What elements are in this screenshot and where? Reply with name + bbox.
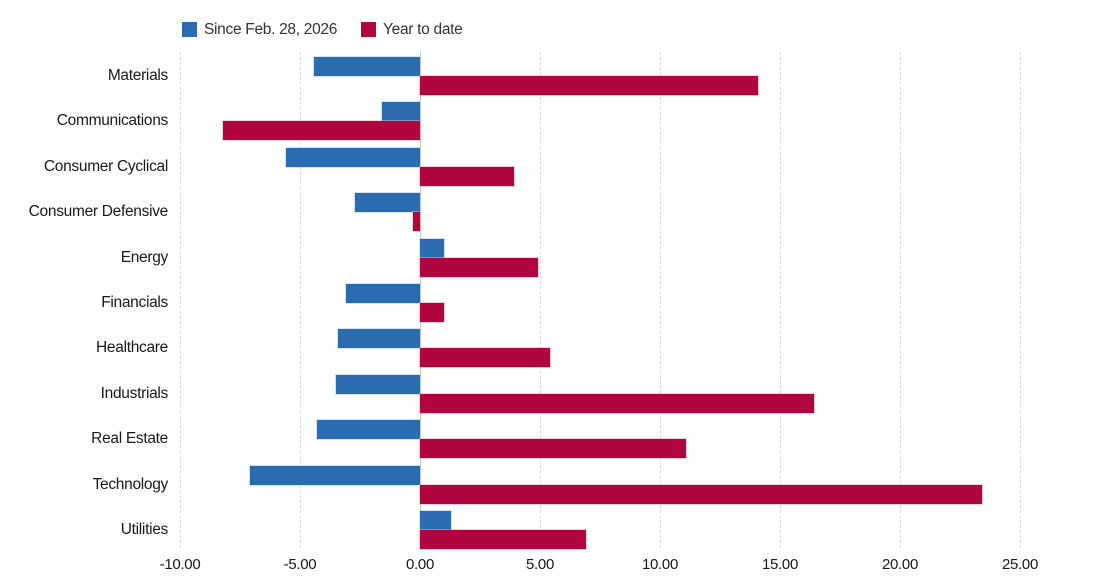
chart-legend: Since Feb. 28, 2026 Year to date [182, 21, 463, 38]
bar-since [420, 238, 444, 258]
legend-item-ytd: Year to date [361, 21, 463, 38]
x-gridline [180, 52, 181, 548]
bar-since [314, 57, 420, 76]
bar-ytd [420, 257, 538, 277]
x-tick-label: 15.00 [761, 556, 799, 573]
bar-since [381, 102, 420, 122]
category-label: Utilities [120, 521, 169, 538]
legend-label-since: Since Feb. 28, 2026 [204, 21, 338, 38]
category-label: Energy [120, 248, 169, 266]
category-label: Consumer Cyclical [43, 157, 168, 175]
bar-since [355, 193, 420, 213]
category-label: Financials [101, 294, 168, 311]
x-gridline [300, 52, 301, 548]
x-tick-label: 20.00 [881, 556, 919, 573]
bar-ytd [420, 303, 444, 322]
bar-ytd [420, 76, 759, 95]
bar-ytd [420, 484, 982, 504]
bar-since [285, 147, 420, 167]
category-label: Materials [107, 67, 168, 84]
x-tick-label: -5.00 [283, 556, 317, 573]
bar-since [336, 374, 420, 394]
bar-since [316, 420, 420, 440]
bar-since [338, 329, 420, 349]
bar-since [420, 511, 452, 530]
x-gridline [540, 52, 541, 548]
x-gridline [780, 52, 781, 548]
category-label: Industrials [100, 384, 169, 402]
bar-ytd [420, 166, 514, 186]
bar-ytd [412, 212, 420, 232]
x-tick-label: 0.00 [406, 556, 434, 573]
legend-swatch-red-icon [361, 22, 377, 37]
x-tick-label: 5.00 [526, 556, 554, 573]
bar-ytd [420, 348, 550, 368]
bar-ytd [420, 393, 814, 413]
category-label: Healthcare [96, 339, 168, 357]
category-label: Technology [92, 475, 169, 493]
x-gridline [1020, 52, 1021, 548]
category-label: Real Estate [91, 430, 168, 448]
category-label: Consumer Defensive [28, 203, 169, 221]
bar-ytd [420, 439, 687, 459]
x-gridline [660, 52, 661, 548]
legend-label-ytd: Year to date [383, 21, 463, 38]
bar-since [249, 465, 420, 485]
x-tick-label: 10.00 [641, 556, 679, 573]
bar-ytd [223, 121, 420, 141]
bar-ytd [420, 530, 586, 549]
bar-since [345, 284, 420, 303]
legend-swatch-blue-icon [182, 22, 197, 37]
x-gridline [900, 52, 901, 548]
zero-axis-line [420, 52, 421, 548]
x-tick-label: 25.00 [1001, 556, 1039, 573]
x-tick-label: -10.00 [159, 556, 201, 573]
category-label: Communications [56, 112, 169, 130]
legend-item-since: Since Feb. 28, 2026 [182, 22, 337, 37]
